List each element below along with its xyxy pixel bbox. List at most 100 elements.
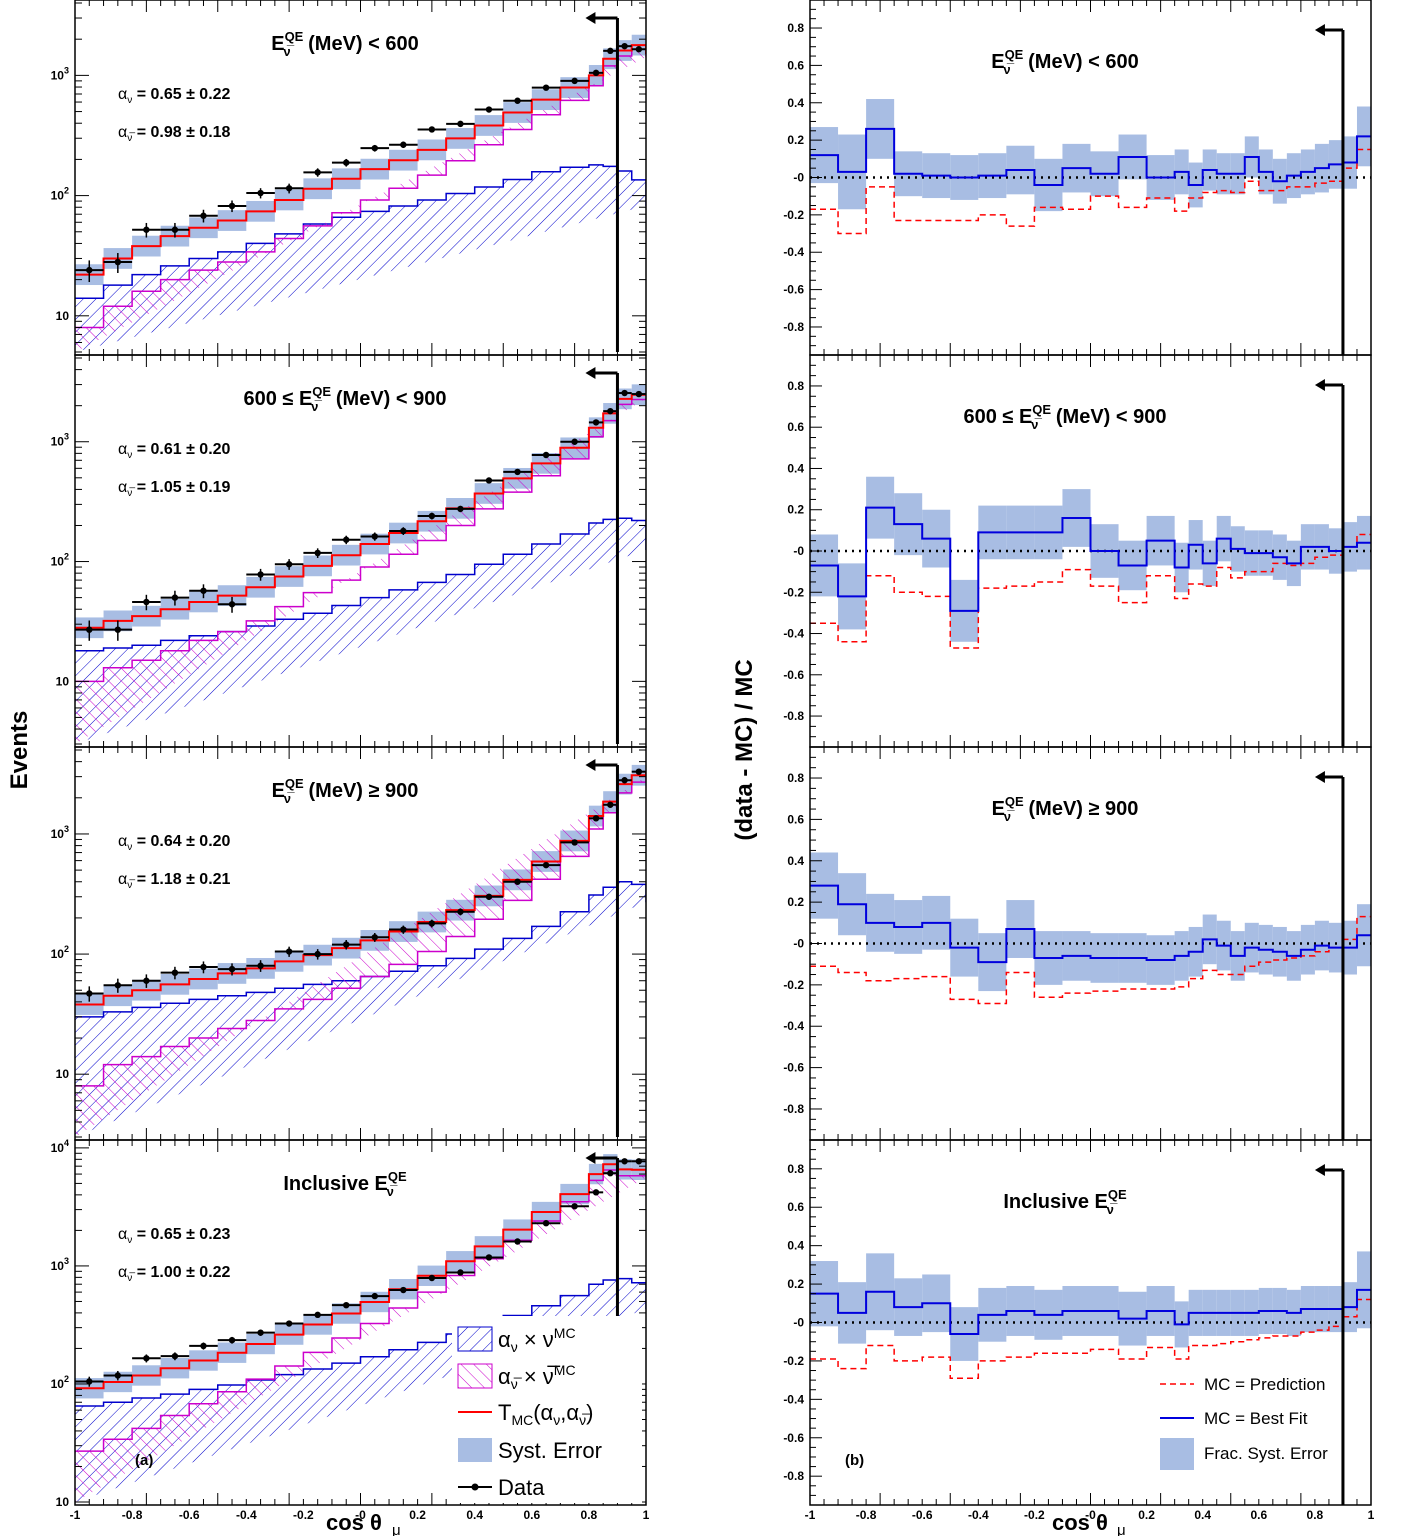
y-tick-label: -0.6	[783, 1431, 804, 1445]
y-tick-label: 0.4	[787, 854, 804, 868]
legend-frac-syst-label: Frac. Syst. Error	[1204, 1444, 1328, 1463]
data-point	[400, 926, 407, 933]
legend-data-marker	[471, 1483, 479, 1491]
data-point	[607, 407, 614, 415]
left-panel-4-title: Inclusive EQE ν̅	[283, 1169, 407, 1199]
y-tick-label: 0.8	[787, 379, 804, 393]
nu-line	[75, 517, 646, 652]
nubar-line	[75, 776, 646, 1087]
y-tick-label: 0.4	[787, 461, 804, 475]
legend-syst-label: Syst. Error	[498, 1438, 602, 1463]
x-tick-label-right: 0.6	[1250, 1508, 1267, 1522]
data-point	[607, 801, 614, 808]
y-tick-label: 0.2	[787, 503, 804, 517]
x-tick-label-left: 0.4	[466, 1508, 483, 1522]
y-tick-label: 102	[51, 186, 69, 203]
data-point	[635, 390, 643, 398]
right-panel-3-title: EQE ν̅ (MeV) ≥ 900	[992, 794, 1139, 824]
y-tick-label: 0.4	[787, 1239, 804, 1253]
data-point	[485, 477, 493, 484]
left-panel-2-title: 600 ≤ EQE ν̅ (MeV) < 900	[243, 384, 446, 414]
y-tick-label: -0.8	[783, 709, 804, 723]
nubar-line	[75, 48, 646, 329]
left-panel-3: 10 102 103 EQE ν̅ (MeV) ≥ 900 αν = 0.64 ± 0.2…	[51, 746, 647, 1141]
cut-arrow-head	[1314, 1164, 1325, 1176]
data-point	[257, 189, 264, 197]
right-panel-2-plot	[810, 476, 1371, 649]
cut-arrow-head	[585, 367, 596, 379]
data-point	[592, 815, 600, 822]
data-point	[400, 1286, 407, 1294]
y-tick-label: -0.4	[783, 1019, 804, 1033]
data-point	[571, 438, 578, 445]
x-tick-label-left: -0.6	[179, 1508, 200, 1522]
total-line	[75, 772, 646, 1006]
data-point	[257, 962, 264, 969]
cut-arrow-head	[585, 1152, 596, 1164]
data-point	[114, 1372, 122, 1379]
x-tick-label-left: -0.2	[293, 1508, 314, 1522]
data-point	[228, 1336, 236, 1344]
y-tick-label: 0.8	[787, 1162, 804, 1176]
x-axis-title-sub-right: μ	[1117, 1522, 1126, 1536]
data-point	[285, 561, 293, 568]
y-tick-label: 0.6	[787, 58, 804, 72]
data-point	[86, 626, 93, 633]
data-point	[592, 419, 600, 426]
y-tick-label: -0.6	[783, 668, 804, 682]
x-axis-title-sub-left: μ	[392, 1522, 401, 1536]
nu-line	[75, 1277, 646, 1407]
right-panel-1-plot	[810, 99, 1371, 235]
right-panel-3: -0.8 -0.6 -0.4 -0.2 -0 0.2 0.4 0.6 0.8 EQE ν̅ (MeV…	[783, 746, 1372, 1141]
x-tick-label-right: 1	[1368, 1508, 1375, 1522]
panels-container: 10 102 103 EQE ν̅ (MeV) < 600 αν = 0.65 ± 0.2…	[51, 0, 1375, 1522]
data-point	[314, 169, 321, 176]
y-tick-label: 0.6	[787, 812, 804, 826]
data-point	[457, 505, 464, 513]
data-point	[371, 533, 378, 540]
prediction-line	[810, 533, 1371, 649]
right-panel-3-plot	[810, 852, 1371, 1005]
y-tick-label: -0	[793, 1316, 804, 1330]
y-tick-label: 10	[56, 309, 70, 323]
alpha-nubar-text: αν̅ = 0.98 ± 0.18	[118, 124, 231, 144]
left-panel-1-title: EQE ν̅ (MeV) < 600	[271, 29, 419, 59]
y-axis-title-ratio: (data - MC) / MC	[731, 659, 758, 840]
data-point	[143, 1355, 150, 1362]
x-tick-label-right: 0.2	[1138, 1508, 1155, 1522]
cut-arrow-head	[1314, 379, 1325, 391]
data-point	[485, 1254, 493, 1261]
legend-data-label: Data	[498, 1475, 545, 1500]
panel-letter-a: (a)	[135, 1452, 153, 1469]
right-panel-1: -0.8 -0.6 -0.4 -0.2 -0 0.2 0.4 0.6 0.8 EQE ν̅ (MeV…	[783, 0, 1372, 356]
x-tick-label-left: 0.6	[523, 1508, 540, 1522]
data-point	[457, 120, 464, 128]
x-tick-label-right: 0.4	[1194, 1508, 1211, 1522]
total-line	[75, 44, 646, 276]
y-tick-label: 103	[51, 1256, 69, 1273]
data-point	[114, 626, 122, 633]
x-tick-label-left: -1	[70, 1508, 81, 1522]
y-tick-label: -0.8	[783, 320, 804, 334]
data-point	[621, 389, 628, 397]
left-panel-3-title: EQE ν̅ (MeV) ≥ 900	[272, 776, 419, 806]
data-point	[171, 1352, 179, 1360]
nu-line	[75, 164, 646, 299]
y-tick-label: -0.6	[783, 1061, 804, 1075]
data-point	[592, 1189, 600, 1196]
right-panel-4: -0.8 -0.6 -0.4 -0.2 -0 0.2 0.4 0.6 0.8 Inclusive …	[783, 1139, 1372, 1506]
x-tick-label-right: 0.8	[1307, 1508, 1324, 1522]
data-point	[285, 1320, 293, 1327]
alpha-nu-text: αν = 0.65 ± 0.22	[118, 86, 231, 106]
data-point	[542, 1220, 550, 1227]
x-axis-title-right: cos θ μ	[1052, 1510, 1126, 1536]
cut-arrow-head	[1314, 24, 1325, 36]
y-tick-label: -0.4	[783, 245, 804, 259]
data-point	[200, 963, 207, 971]
y-tick-label: 0.4	[787, 96, 804, 110]
best-fit-line	[810, 1288, 1371, 1336]
data-point	[343, 159, 350, 166]
y-tick-label: 0.2	[787, 1277, 804, 1291]
data-point	[428, 512, 436, 520]
